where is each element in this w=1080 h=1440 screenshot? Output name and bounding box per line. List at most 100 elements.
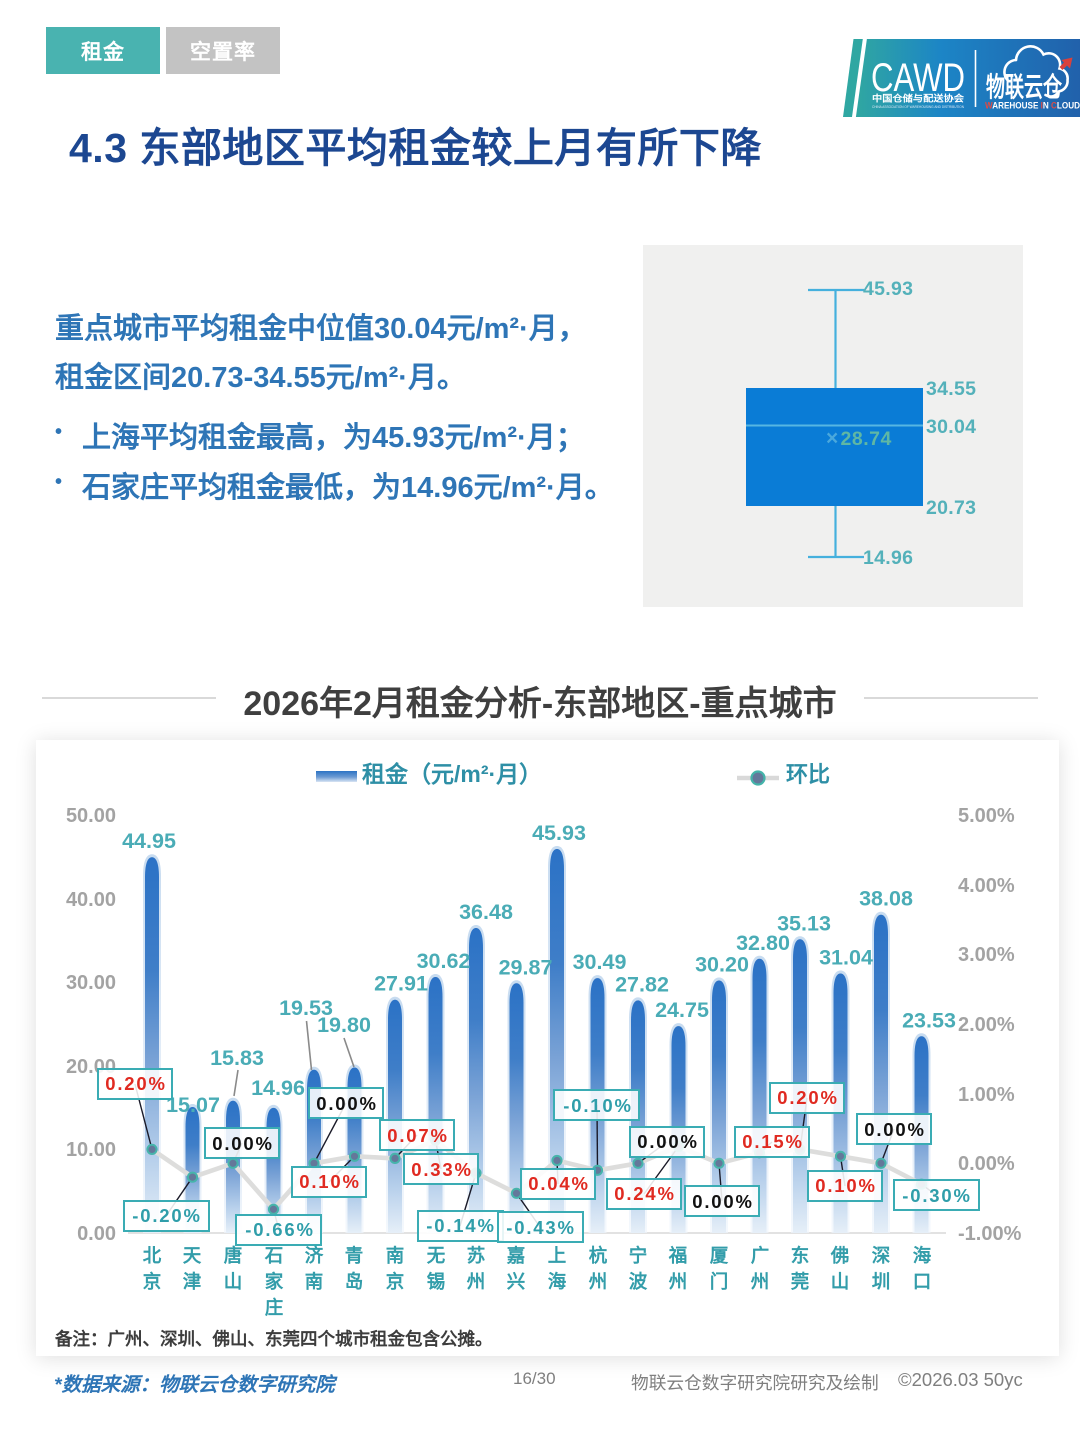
svg-text:0.00: 0.00 bbox=[77, 1223, 116, 1245]
svg-text:北: 北 bbox=[143, 1245, 162, 1266]
svg-text:1.00%: 1.00% bbox=[958, 1084, 1015, 1106]
svg-text:0.10%: 0.10% bbox=[815, 1175, 876, 1196]
svg-text:-0.66%: -0.66% bbox=[245, 1219, 314, 1240]
svg-text:19.53: 19.53 bbox=[279, 996, 333, 1020]
svg-text:中国仓储与配送协会: 中国仓储与配送协会 bbox=[872, 93, 965, 104]
svg-text:波: 波 bbox=[629, 1271, 648, 1292]
svg-text:门: 门 bbox=[710, 1271, 729, 1292]
svg-text:租金（元/m²·月）: 租金（元/m²·月） bbox=[362, 761, 542, 787]
svg-text:州: 州 bbox=[589, 1271, 608, 1292]
svg-text:福: 福 bbox=[668, 1245, 688, 1266]
svg-text:岛: 岛 bbox=[345, 1271, 364, 1292]
svg-text:4.00%: 4.00% bbox=[958, 875, 1015, 897]
svg-text:无: 无 bbox=[427, 1245, 446, 1266]
svg-text:莞: 莞 bbox=[791, 1271, 810, 1292]
svg-text:上: 上 bbox=[548, 1245, 567, 1266]
svg-text:杭: 杭 bbox=[589, 1245, 608, 1266]
svg-text:0.00%: 0.00% bbox=[692, 1191, 753, 1212]
svg-text:锡: 锡 bbox=[427, 1271, 446, 1292]
svg-text:-0.43%: -0.43% bbox=[506, 1217, 575, 1238]
svg-text:京: 京 bbox=[143, 1271, 162, 1292]
svg-text:CAWD: CAWD bbox=[871, 56, 965, 100]
svg-text:口: 口 bbox=[913, 1271, 932, 1292]
svg-text:45.93: 45.93 bbox=[863, 278, 913, 300]
svg-text:3.00%: 3.00% bbox=[958, 944, 1015, 966]
svg-text:0.07%: 0.07% bbox=[387, 1125, 448, 1146]
svg-text:45.93: 45.93 bbox=[532, 821, 586, 845]
svg-text:-1.00%: -1.00% bbox=[958, 1223, 1022, 1245]
svg-text:山: 山 bbox=[224, 1271, 243, 1292]
svg-text:38.08: 38.08 bbox=[859, 887, 913, 911]
svg-text:圳: 圳 bbox=[872, 1271, 891, 1292]
svg-text:2.00%: 2.00% bbox=[958, 1014, 1015, 1036]
svg-text:10.00: 10.00 bbox=[66, 1139, 116, 1161]
svg-text:苏: 苏 bbox=[467, 1245, 486, 1266]
svg-text:0.00%: 0.00% bbox=[212, 1133, 273, 1154]
svg-text:环比: 环比 bbox=[786, 762, 830, 787]
svg-text:0.15%: 0.15% bbox=[742, 1131, 803, 1152]
svg-text:0.00%: 0.00% bbox=[958, 1153, 1015, 1175]
svg-text:36.48: 36.48 bbox=[459, 900, 513, 924]
svg-text:南: 南 bbox=[305, 1271, 324, 1292]
svg-text:30.04: 30.04 bbox=[926, 416, 976, 438]
svg-text:28.74: 28.74 bbox=[841, 428, 892, 450]
svg-text:×: × bbox=[826, 427, 838, 450]
svg-text:40.00: 40.00 bbox=[66, 889, 116, 911]
svg-text:0.10%: 0.10% bbox=[299, 1171, 360, 1192]
svg-text:佛: 佛 bbox=[830, 1245, 850, 1266]
svg-text:15.07: 15.07 bbox=[166, 1093, 220, 1117]
svg-text:-0.30%: -0.30% bbox=[902, 1185, 971, 1206]
svg-text:0.00%: 0.00% bbox=[316, 1093, 377, 1114]
svg-text:厦: 厦 bbox=[710, 1245, 729, 1266]
svg-text:南: 南 bbox=[386, 1245, 405, 1266]
svg-text:家: 家 bbox=[265, 1271, 284, 1292]
svg-text:32.80: 32.80 bbox=[736, 931, 790, 955]
svg-text:24.75: 24.75 bbox=[655, 998, 709, 1022]
svg-text:州: 州 bbox=[751, 1271, 770, 1292]
svg-text:0.04%: 0.04% bbox=[528, 1173, 589, 1194]
svg-text:石: 石 bbox=[264, 1245, 284, 1266]
svg-text:州: 州 bbox=[669, 1271, 688, 1292]
svg-text:14.96: 14.96 bbox=[251, 1076, 305, 1100]
svg-text:14.96: 14.96 bbox=[863, 547, 913, 569]
svg-text:15.83: 15.83 bbox=[210, 1046, 264, 1070]
svg-text:20.73: 20.73 bbox=[926, 497, 976, 519]
svg-text:0.24%: 0.24% bbox=[614, 1183, 675, 1204]
svg-text:宁: 宁 bbox=[629, 1245, 648, 1266]
svg-text:深: 深 bbox=[872, 1245, 891, 1266]
svg-text:34.55: 34.55 bbox=[926, 378, 976, 400]
svg-text:0.20%: 0.20% bbox=[105, 1073, 166, 1094]
svg-text:广: 广 bbox=[751, 1245, 770, 1266]
svg-text:东: 东 bbox=[791, 1245, 810, 1266]
svg-text:嘉: 嘉 bbox=[507, 1245, 526, 1266]
svg-text:-0.10%: -0.10% bbox=[563, 1095, 632, 1116]
svg-text:0.00%: 0.00% bbox=[637, 1131, 698, 1152]
svg-text:青: 青 bbox=[345, 1245, 364, 1266]
svg-text:31.04: 31.04 bbox=[819, 946, 873, 970]
svg-text:山: 山 bbox=[831, 1271, 850, 1292]
svg-text:27.91: 27.91 bbox=[374, 972, 428, 996]
svg-text:京: 京 bbox=[386, 1271, 405, 1292]
svg-text:30.62: 30.62 bbox=[417, 949, 471, 973]
svg-text:兴: 兴 bbox=[507, 1271, 526, 1292]
svg-text:23.53: 23.53 bbox=[902, 1008, 956, 1032]
svg-text:济: 济 bbox=[305, 1245, 324, 1266]
svg-text:唐: 唐 bbox=[224, 1245, 243, 1266]
svg-text:0.20%: 0.20% bbox=[777, 1087, 838, 1108]
svg-text:29.87: 29.87 bbox=[499, 955, 553, 979]
svg-text:WAREHOUSE IN CLOUD: WAREHOUSE IN CLOUD bbox=[985, 101, 1080, 112]
svg-text:海: 海 bbox=[913, 1245, 932, 1266]
svg-text:津: 津 bbox=[183, 1271, 202, 1292]
svg-text:-0.14%: -0.14% bbox=[426, 1215, 495, 1236]
svg-text:27.82: 27.82 bbox=[615, 972, 669, 996]
svg-text:30.00: 30.00 bbox=[66, 972, 116, 994]
svg-text:CHINA ASSOCIATION OF WAREHOUSI: CHINA ASSOCIATION OF WAREHOUSING AND DIS… bbox=[872, 105, 964, 109]
svg-text:35.13: 35.13 bbox=[777, 911, 831, 935]
svg-text:5.00%: 5.00% bbox=[958, 805, 1015, 827]
svg-text:50.00: 50.00 bbox=[66, 805, 116, 827]
svg-text:海: 海 bbox=[548, 1271, 567, 1292]
svg-text:0.00%: 0.00% bbox=[864, 1119, 925, 1140]
svg-text:物联云仓: 物联云仓 bbox=[986, 73, 1063, 103]
svg-text:19.80: 19.80 bbox=[317, 1013, 371, 1037]
svg-text:30.49: 30.49 bbox=[573, 950, 627, 974]
